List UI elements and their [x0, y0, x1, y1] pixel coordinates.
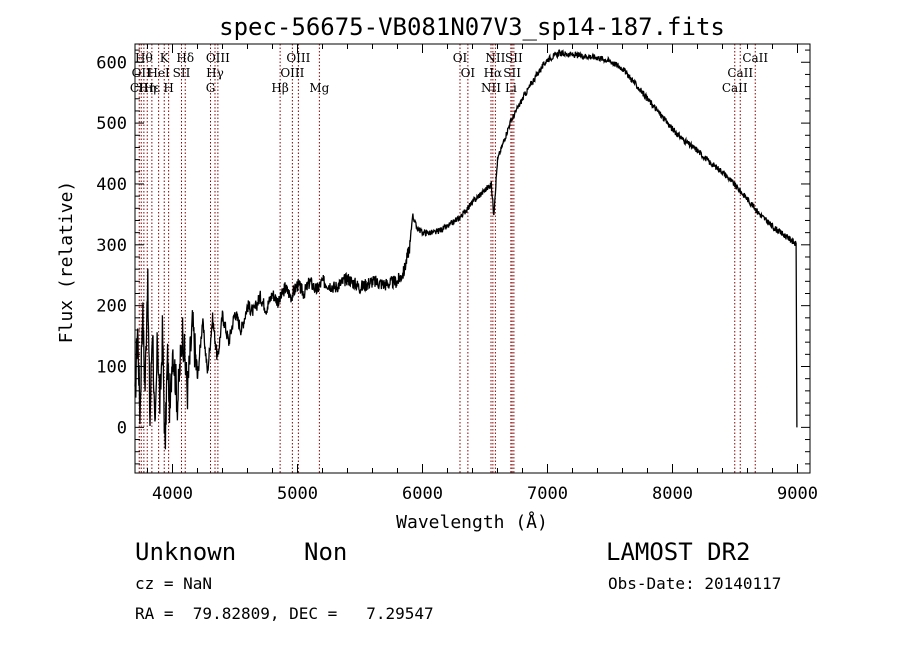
- x-tick-label: 5000: [277, 484, 318, 504]
- subclass-label: Non: [304, 538, 348, 566]
- x-tick-label: 8000: [652, 484, 693, 504]
- coordinates: RA = 79.82809, DEC = 7.29547: [135, 604, 434, 623]
- survey-label: LAMOST DR2: [606, 538, 751, 566]
- line-label-17: OI: [453, 51, 468, 65]
- line-label-24: SII: [505, 51, 523, 65]
- line-label-25: CaII: [722, 81, 748, 95]
- y-tick-label: 300: [96, 236, 127, 256]
- line-label-13: Hβ: [271, 81, 288, 95]
- x-axis-label: Wavelength (Å): [396, 511, 548, 533]
- line-label-10: G: [206, 81, 216, 95]
- line-label-23: SII: [503, 66, 521, 80]
- line-label-8: SII: [173, 66, 191, 80]
- line-label-5: HeI: [147, 66, 170, 80]
- line-label-9: Hδ: [176, 51, 194, 65]
- y-tick-label: 400: [96, 175, 127, 195]
- line-label-20: Hα: [484, 66, 503, 80]
- line-label-22: Li: [505, 81, 517, 95]
- x-tick-label: 9000: [777, 484, 818, 504]
- axis-ticks: 4000 5000 6000 7000 8000 9000 0 100 200 300 400 500…: [96, 44, 818, 504]
- line-label-12: OIII: [206, 51, 230, 65]
- spectral-line-labels: CIIOIIHθHηHεHeIKHSIIHδGHγOIIIHβOIIIOIIIM…: [130, 51, 768, 95]
- y-tick-label: 500: [96, 114, 127, 134]
- y-tick-label: 600: [96, 53, 127, 73]
- plot-frame: [134, 43, 811, 474]
- y-axis-label: Flux (relative): [56, 181, 77, 344]
- line-label-21: NII: [485, 51, 505, 65]
- x-tick-label: 4000: [152, 484, 193, 504]
- line-label-16: Mg: [309, 81, 329, 95]
- y-tick-label: 100: [96, 358, 127, 378]
- cz-value: cz = NaN: [135, 574, 213, 593]
- line-label-18: OI: [461, 66, 476, 80]
- line-label-1: OII: [132, 66, 152, 80]
- y-tick-label: 0: [117, 418, 127, 438]
- y-tick-label: 200: [96, 297, 127, 317]
- line-label-6: K: [160, 51, 170, 65]
- x-tick-label: 6000: [402, 484, 443, 504]
- line-label-2: Hθ: [135, 51, 153, 65]
- line-label-14: OIII: [280, 66, 304, 80]
- line-label-26: CaII: [727, 66, 753, 80]
- line-label-27: CaII: [742, 51, 768, 65]
- line-label-7: H: [163, 81, 173, 95]
- line-label-3: Hη: [138, 81, 156, 95]
- line-label-19: NII: [481, 81, 501, 95]
- line-label-11: Hγ: [206, 66, 224, 80]
- spectrum-line: [134, 48, 798, 450]
- line-label-4: Hε: [144, 81, 161, 95]
- class-label: Unknown: [135, 538, 237, 566]
- obs-date: Obs-Date: 20140117: [608, 574, 782, 593]
- line-label-15: OIII: [286, 51, 310, 65]
- x-tick-label: 7000: [527, 484, 568, 504]
- spectral-line-markers: [138, 44, 756, 473]
- chart-title: spec-56675-VB081N07V3_sp14-187.fits: [219, 13, 725, 41]
